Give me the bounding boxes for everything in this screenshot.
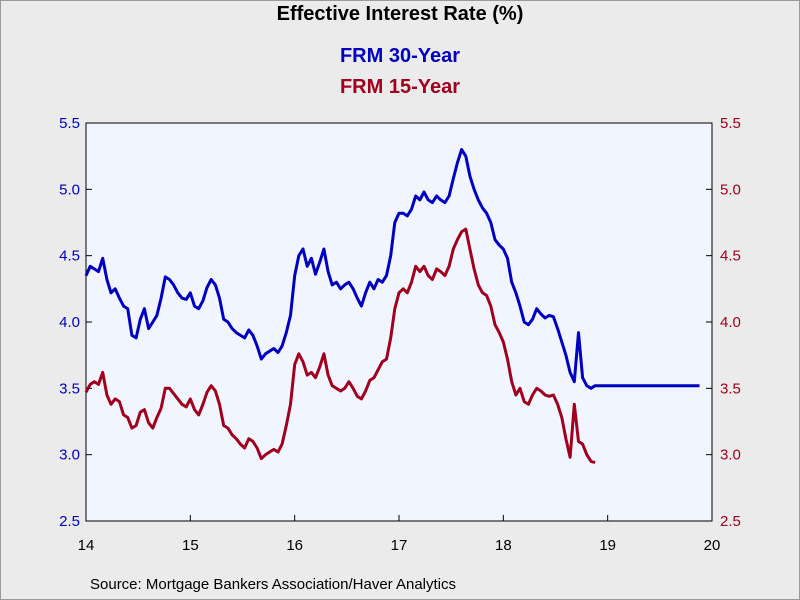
series-layer: [84, 148, 700, 465]
x-tick-label: 19: [599, 537, 616, 554]
x-tick-label: 16: [286, 537, 303, 554]
y-tick-label-right: 5.0: [720, 181, 741, 198]
y-tick-label-right: 3.5: [720, 380, 741, 397]
x-tick-label: 17: [391, 537, 408, 554]
x-tick-label: 14: [78, 537, 95, 554]
y-tick-label-left: 4.5: [59, 248, 80, 265]
legend-frm-30-year: FRM 30-Year: [339, 45, 461, 67]
plot-area: [85, 122, 713, 522]
y-tick-label-right: 4.0: [720, 314, 741, 331]
y-tick-label-left: 3.0: [59, 447, 80, 464]
legend-frm-15-year: FRM 15-Year: [339, 76, 461, 98]
y-tick-label-left: 5.0: [59, 181, 80, 198]
chart-title: Effective Interest Rate (%): [276, 3, 524, 25]
y-tick-label-right: 5.5: [720, 115, 741, 132]
y-tick-label-right: 4.5: [720, 248, 741, 265]
y-tick-label-left: 5.5: [59, 115, 80, 132]
x-tick-label: 18: [495, 537, 512, 554]
axes-layer: 5.5 5.5 5.0 5.0 4.5 4.5 4.0 4.0 3.5 3.5 3.0 3.0 2.5 2…: [59, 115, 741, 554]
y-tick-label-left: 2.5: [59, 513, 80, 530]
y-tick-label-right: 3.0: [720, 447, 741, 464]
series-line-frm-15-year: [84, 227, 596, 465]
x-tick-label: 20: [704, 537, 721, 554]
source-note: Source: Mortgage Bankers Association/Hav…: [90, 576, 457, 593]
series-line-frm-30-year: [84, 148, 700, 390]
x-tick-label: 15: [182, 537, 199, 554]
y-tick-label-left: 4.0: [59, 314, 80, 331]
y-tick-label-left: 3.5: [59, 380, 80, 397]
y-tick-label-right: 2.5: [720, 513, 741, 530]
